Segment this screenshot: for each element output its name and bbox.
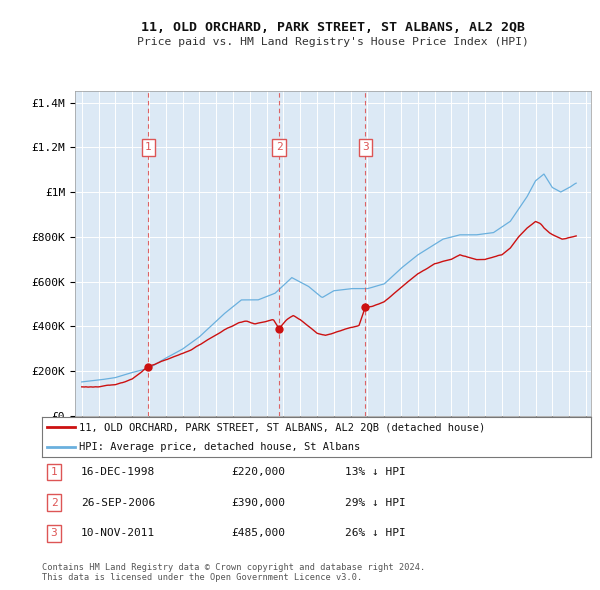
Text: £485,000: £485,000 (231, 529, 285, 538)
Text: 3: 3 (362, 142, 368, 152)
Text: £220,000: £220,000 (231, 467, 285, 477)
Text: 11, OLD ORCHARD, PARK STREET, ST ALBANS, AL2 2QB: 11, OLD ORCHARD, PARK STREET, ST ALBANS,… (141, 21, 525, 34)
Text: 26% ↓ HPI: 26% ↓ HPI (345, 529, 406, 538)
Text: 26-SEP-2006: 26-SEP-2006 (81, 498, 155, 507)
Text: HPI: Average price, detached house, St Albans: HPI: Average price, detached house, St A… (79, 442, 361, 452)
Text: 13% ↓ HPI: 13% ↓ HPI (345, 467, 406, 477)
Text: 2: 2 (50, 498, 58, 507)
Text: 3: 3 (50, 529, 58, 538)
Text: Price paid vs. HM Land Registry's House Price Index (HPI): Price paid vs. HM Land Registry's House … (137, 37, 529, 47)
Text: Contains HM Land Registry data © Crown copyright and database right 2024.
This d: Contains HM Land Registry data © Crown c… (42, 563, 425, 582)
Text: 11, OLD ORCHARD, PARK STREET, ST ALBANS, AL2 2QB (detached house): 11, OLD ORCHARD, PARK STREET, ST ALBANS,… (79, 422, 485, 432)
Text: 16-DEC-1998: 16-DEC-1998 (81, 467, 155, 477)
Text: £390,000: £390,000 (231, 498, 285, 507)
Text: 1: 1 (145, 142, 152, 152)
Text: 2: 2 (275, 142, 283, 152)
Text: 29% ↓ HPI: 29% ↓ HPI (345, 498, 406, 507)
Text: 1: 1 (50, 467, 58, 477)
Text: 10-NOV-2011: 10-NOV-2011 (81, 529, 155, 538)
